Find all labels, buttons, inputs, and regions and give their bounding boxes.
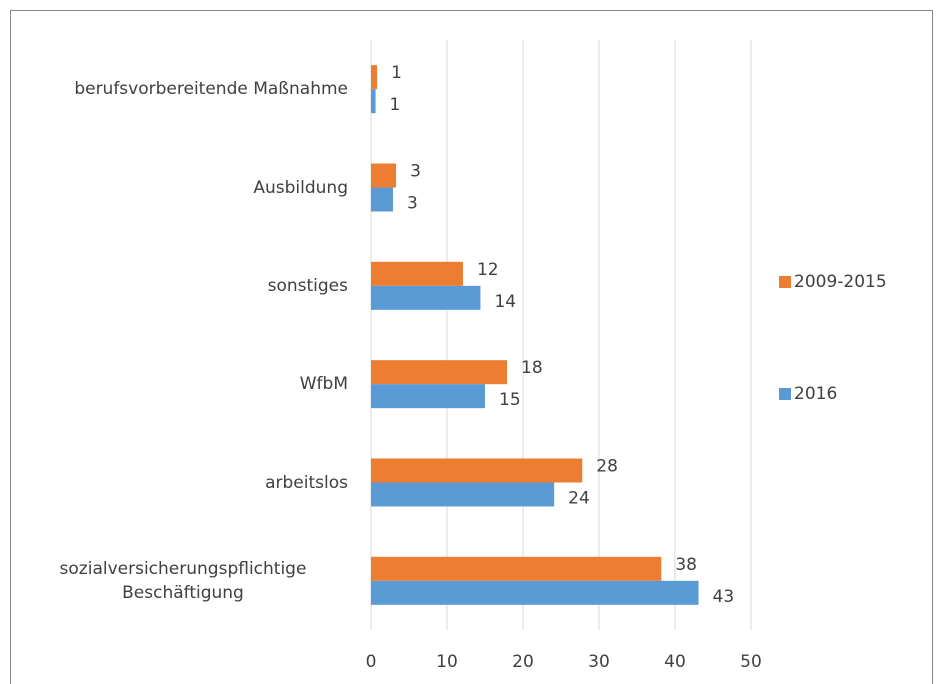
data-label: 3 <box>407 194 418 214</box>
y-tick-label: berufsvorbereitende Maßnahme <box>74 79 348 100</box>
bar <box>371 556 662 581</box>
data-label: 3 <box>410 162 421 182</box>
data-label: 18 <box>521 358 543 378</box>
bar <box>371 482 555 507</box>
bar <box>371 285 481 310</box>
y-tick-label: sozialversicherungspflichtige Beschäftig… <box>59 558 307 603</box>
bar <box>371 187 394 212</box>
bar <box>371 458 583 483</box>
bar <box>371 580 699 605</box>
data-label: 1 <box>390 95 401 115</box>
legend-swatch <box>779 276 791 288</box>
y-tick-label: WfbM <box>299 374 348 395</box>
bar <box>371 384 485 409</box>
data-label: 14 <box>494 292 516 312</box>
bar <box>371 360 508 385</box>
data-label: 12 <box>477 260 499 280</box>
x-tick-label: 30 <box>588 652 610 672</box>
legend-label: 2009-2015 <box>794 272 887 292</box>
bar <box>371 65 378 90</box>
x-tick-label: 0 <box>366 652 377 672</box>
legend-swatch <box>779 388 791 400</box>
x-tick-label: 40 <box>664 652 686 672</box>
x-tick-label: 20 <box>512 652 534 672</box>
data-label: 43 <box>713 587 735 607</box>
x-tick-label: 50 <box>740 652 762 672</box>
x-tick-label: 10 <box>436 652 458 672</box>
data-label: 15 <box>499 390 521 410</box>
data-label: 24 <box>568 489 590 509</box>
frame <box>10 10 933 684</box>
legend-label: 2016 <box>794 384 837 404</box>
data-label: 38 <box>675 555 697 575</box>
data-label: 28 <box>596 457 618 477</box>
y-tick-label: Ausbildung <box>253 177 348 198</box>
data-label: 1 <box>391 63 402 83</box>
bar <box>371 89 376 114</box>
y-tick-label: sonstiges <box>267 275 348 296</box>
bar <box>371 163 397 188</box>
y-tick-label: arbeitslos <box>265 472 348 493</box>
bar <box>371 261 463 286</box>
